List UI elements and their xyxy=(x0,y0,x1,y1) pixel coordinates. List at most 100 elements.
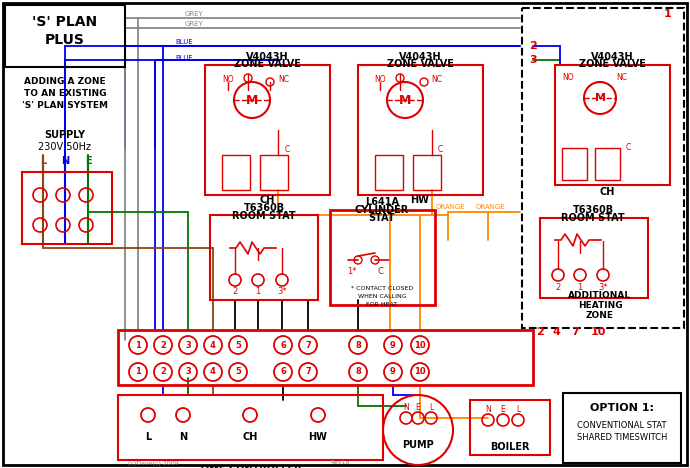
Text: C: C xyxy=(377,268,383,277)
Text: N: N xyxy=(61,156,69,166)
Text: C: C xyxy=(437,146,442,154)
Bar xyxy=(413,155,441,190)
Text: SHARED TIMESWITCH: SHARED TIMESWITCH xyxy=(577,433,667,443)
Bar xyxy=(205,65,330,195)
Text: 6: 6 xyxy=(280,367,286,376)
Bar xyxy=(222,155,250,190)
Text: 6: 6 xyxy=(280,341,286,350)
Text: BLUE: BLUE xyxy=(175,39,193,45)
Text: 3: 3 xyxy=(185,341,191,350)
Bar xyxy=(540,218,648,298)
Text: CONVENTIONAL STAT: CONVENTIONAL STAT xyxy=(578,421,667,430)
Bar xyxy=(118,395,383,460)
Text: HEATING: HEATING xyxy=(578,301,622,310)
Text: C: C xyxy=(284,146,290,154)
Text: E: E xyxy=(415,403,420,412)
Text: 8: 8 xyxy=(355,341,361,350)
Text: PLUS: PLUS xyxy=(45,33,85,47)
Text: 1: 1 xyxy=(255,287,261,297)
Text: L: L xyxy=(145,432,151,442)
Text: TO AN EXISTING: TO AN EXISTING xyxy=(23,89,106,98)
Text: 7: 7 xyxy=(571,327,579,337)
Text: 4: 4 xyxy=(552,327,560,337)
Text: ZONE VALVE: ZONE VALVE xyxy=(386,59,453,69)
Text: 10: 10 xyxy=(591,327,606,337)
Text: 2: 2 xyxy=(529,41,537,51)
Bar xyxy=(522,8,684,328)
Text: SUPPLY: SUPPLY xyxy=(44,130,86,140)
Bar xyxy=(358,65,483,195)
Text: NC: NC xyxy=(616,73,627,82)
Text: CH: CH xyxy=(600,187,615,197)
Text: 3*: 3* xyxy=(598,283,608,292)
Text: NO: NO xyxy=(222,75,234,85)
Text: 2: 2 xyxy=(160,367,166,376)
Text: 'S' PLAN: 'S' PLAN xyxy=(32,15,97,29)
Text: T6360B: T6360B xyxy=(573,205,613,215)
Text: STAT: STAT xyxy=(368,213,395,223)
Text: 3: 3 xyxy=(529,55,537,65)
Bar xyxy=(210,215,318,300)
Bar xyxy=(375,155,403,190)
Text: 1: 1 xyxy=(578,283,582,292)
Text: C: C xyxy=(625,144,631,153)
Text: 2: 2 xyxy=(536,327,544,337)
Text: M: M xyxy=(399,94,411,107)
Text: 1: 1 xyxy=(664,9,672,19)
Text: 1*: 1* xyxy=(347,268,357,277)
Bar xyxy=(118,330,533,385)
Text: WHEN CALLING: WHEN CALLING xyxy=(357,293,406,299)
Text: 2: 2 xyxy=(233,287,237,297)
Text: N: N xyxy=(403,403,409,412)
Text: 9: 9 xyxy=(390,341,396,350)
Bar xyxy=(562,148,587,180)
Text: GREY: GREY xyxy=(185,11,204,17)
Text: 10: 10 xyxy=(414,341,426,350)
Text: 1: 1 xyxy=(135,367,141,376)
Text: * CONTACT CLOSED: * CONTACT CLOSED xyxy=(351,285,413,291)
Text: L: L xyxy=(429,403,433,412)
Text: 'S' PLAN SYSTEM: 'S' PLAN SYSTEM xyxy=(22,102,108,110)
Text: T6360B: T6360B xyxy=(244,203,284,213)
Text: (c)Dave(c) 2009: (c)Dave(c) 2009 xyxy=(128,461,179,466)
Text: N: N xyxy=(485,405,491,415)
Text: NC: NC xyxy=(279,75,290,85)
Bar xyxy=(22,172,112,244)
Text: 230V 50Hz: 230V 50Hz xyxy=(39,142,92,152)
Bar xyxy=(563,393,681,463)
Text: 4: 4 xyxy=(210,367,216,376)
Text: ZONE VALVE: ZONE VALVE xyxy=(578,59,645,69)
Text: NO: NO xyxy=(562,73,574,82)
Text: M: M xyxy=(246,94,258,107)
Text: 4: 4 xyxy=(210,341,216,350)
Text: CH: CH xyxy=(259,195,275,205)
Text: 7: 7 xyxy=(305,367,311,376)
Text: TIME CONTROLLER: TIME CONTROLLER xyxy=(199,465,302,468)
Text: V4043H: V4043H xyxy=(591,52,633,62)
Text: M: M xyxy=(595,93,606,103)
Text: ORANGE: ORANGE xyxy=(475,204,505,210)
Text: 2: 2 xyxy=(555,283,560,292)
Text: E: E xyxy=(501,405,505,415)
Text: FOR HEAT: FOR HEAT xyxy=(366,301,397,307)
Text: 1: 1 xyxy=(135,341,141,350)
Text: GREY: GREY xyxy=(185,21,204,27)
Text: ADDING A ZONE: ADDING A ZONE xyxy=(24,78,106,87)
Bar xyxy=(470,400,550,455)
Text: PUMP: PUMP xyxy=(402,440,434,450)
Text: 5: 5 xyxy=(235,341,241,350)
Bar xyxy=(555,65,670,185)
Text: CYLINDER: CYLINDER xyxy=(355,205,409,215)
Text: HW: HW xyxy=(411,195,429,205)
Text: 2: 2 xyxy=(160,341,166,350)
Text: HW: HW xyxy=(308,432,328,442)
Text: 3*: 3* xyxy=(277,287,287,297)
Text: N: N xyxy=(179,432,187,442)
Text: Rev1a: Rev1a xyxy=(331,461,350,466)
Text: 3: 3 xyxy=(185,367,191,376)
Bar xyxy=(595,148,620,180)
Text: ORANGE: ORANGE xyxy=(435,204,465,210)
Text: BOILER: BOILER xyxy=(491,442,530,452)
Bar xyxy=(5,5,125,67)
Bar xyxy=(330,210,435,305)
